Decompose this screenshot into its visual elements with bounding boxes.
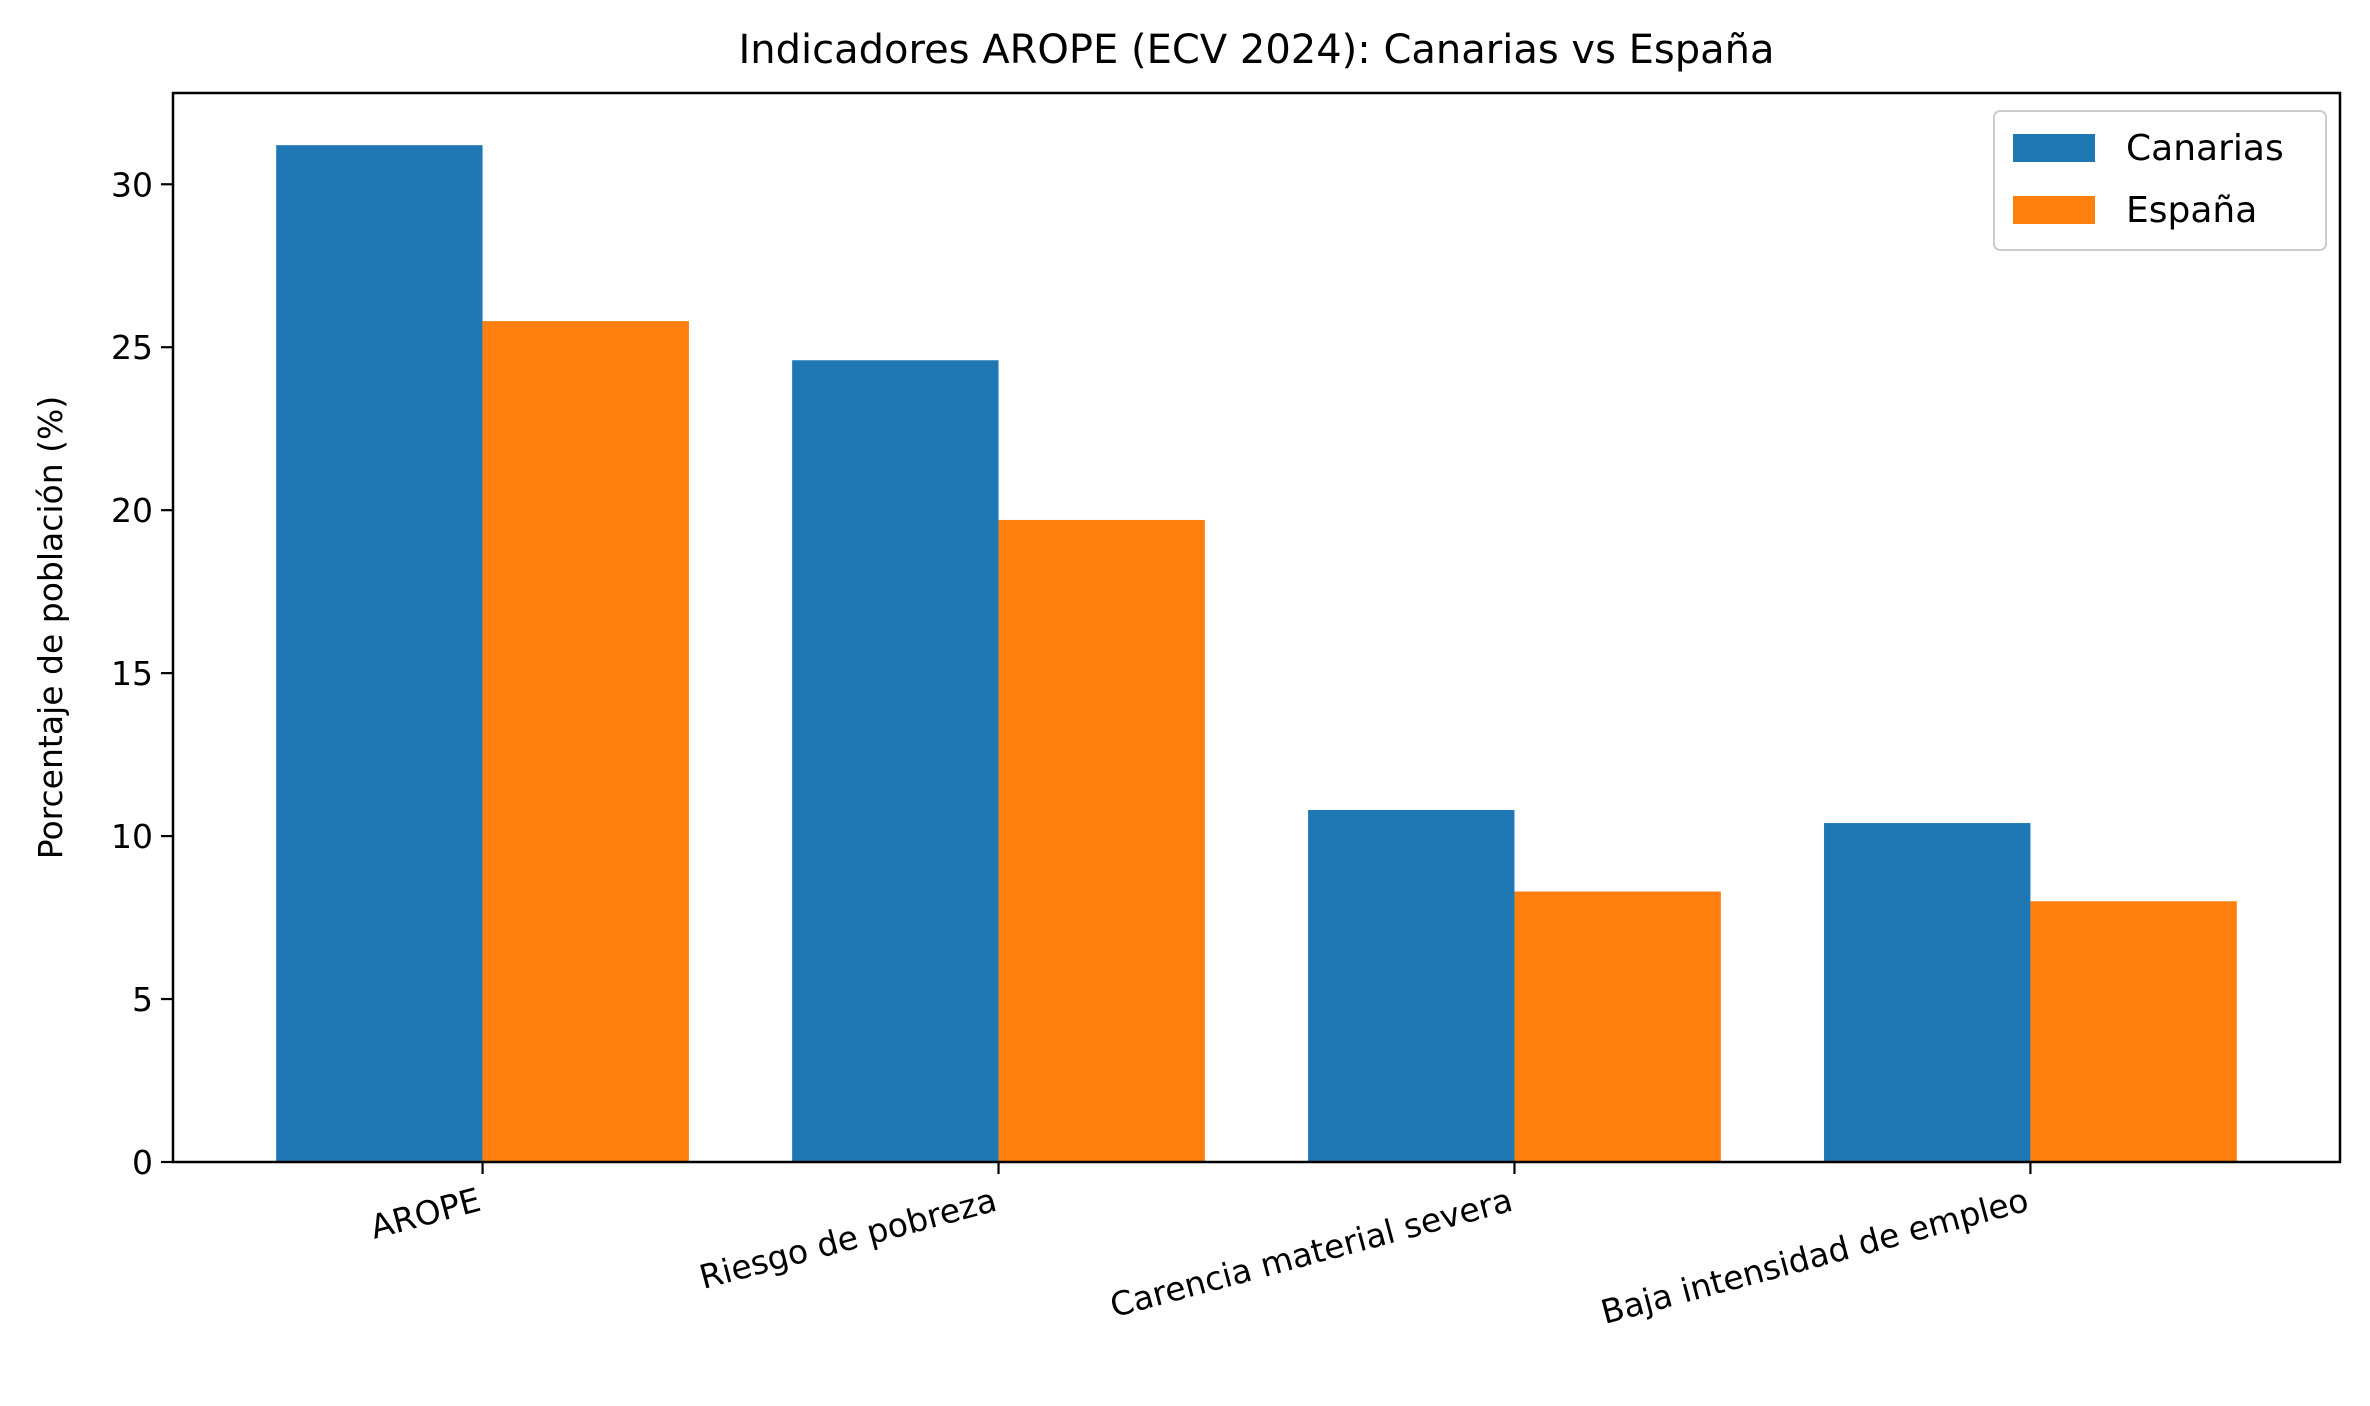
y-tick-label-25: 25 (111, 328, 153, 367)
bar-canarias-3 (1824, 823, 2031, 1162)
y-tick-label-0: 0 (132, 1143, 153, 1182)
legend-label-canarias: Canarias (2126, 128, 2284, 169)
legend-swatch-canarias (2013, 134, 2095, 162)
plot-frame (171, 91, 2342, 1164)
chart-title: Indicadores AROPE (ECV 2024): Canarias v… (738, 27, 1774, 73)
legend-swatch-espa-a (2013, 196, 2095, 224)
y-tick-label-20: 20 (111, 491, 153, 530)
y-axis-label: Porcentaje de población (%) (31, 396, 70, 859)
bar-espa-a-1 (998, 519, 1205, 1162)
y-tick-label-30: 30 (111, 165, 153, 204)
y-axis: 0 5 10 15 20 25 30 (111, 165, 173, 1182)
x-axis: AROPE Riesgo de pobreza Carencia material … (366, 1162, 2032, 1332)
bar-espa-a-3 (2030, 901, 2237, 1162)
bar-espa-a-0 (482, 321, 689, 1162)
bar-espa-a-2 (1514, 891, 1721, 1162)
x-tick-label-0: AROPE (366, 1180, 485, 1247)
y-tick-label-10: 10 (111, 817, 153, 856)
x-tick-label-3: Baja intensidad de empleo (1597, 1180, 2033, 1332)
bars-group (276, 145, 2237, 1162)
x-tick-label-1: Riesgo de pobreza (695, 1180, 1000, 1297)
y-tick-label-5: 5 (132, 980, 153, 1019)
bar-canarias-0 (276, 145, 483, 1162)
x-tick-label-2: Carencia material severa (1106, 1180, 1517, 1325)
legend: Canarias España (1993, 110, 2327, 251)
bar-canarias-1 (792, 360, 999, 1162)
bar-canarias-2 (1308, 810, 1515, 1162)
y-tick-label-15: 15 (111, 654, 153, 693)
legend-label-espa-a: España (2126, 190, 2257, 231)
